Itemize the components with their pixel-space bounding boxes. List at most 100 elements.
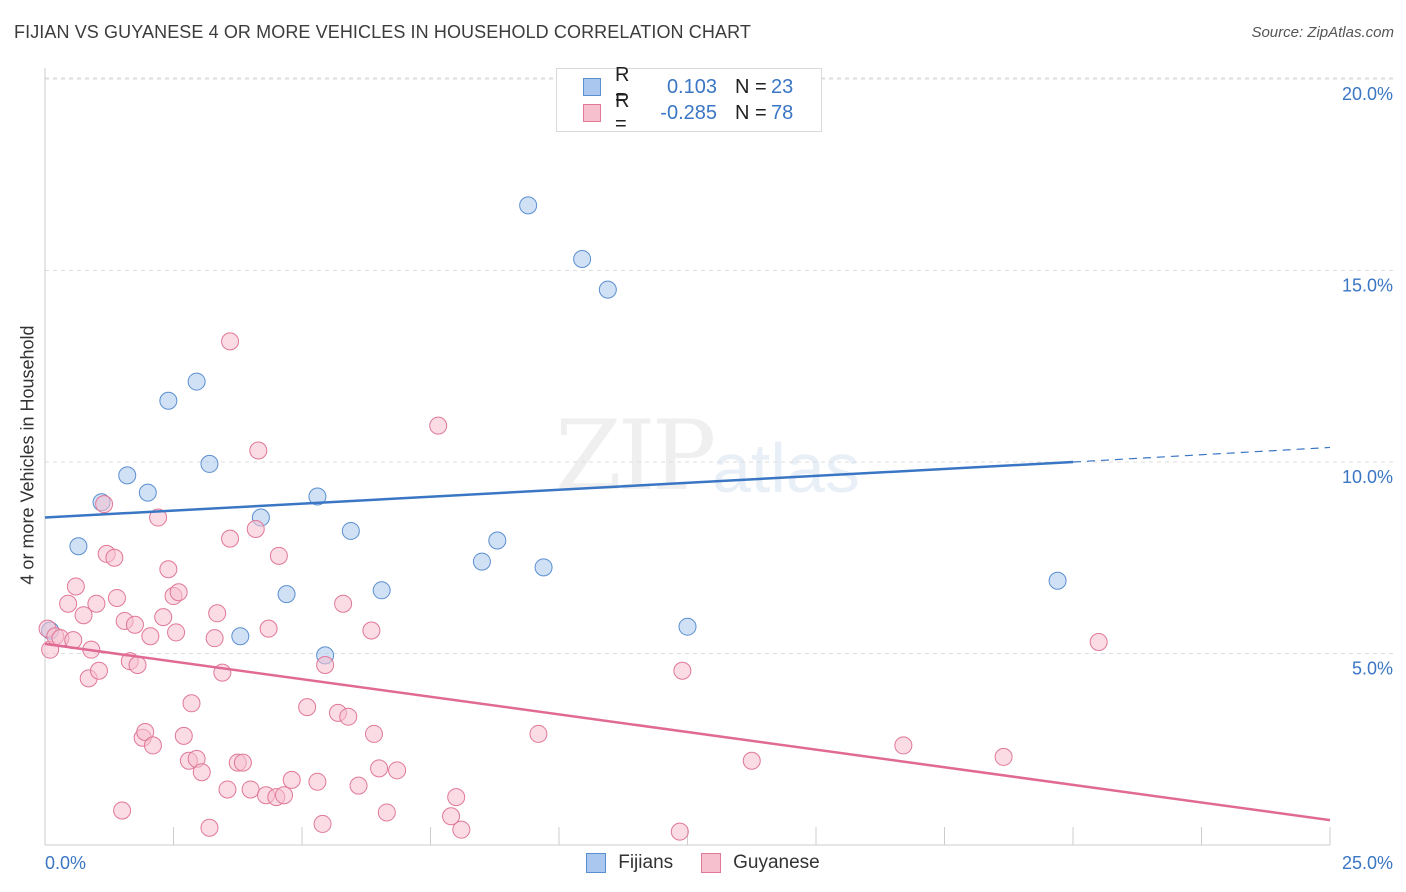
guyanese-point	[95, 495, 114, 514]
guyanese-point	[370, 759, 389, 778]
guyanese-point	[141, 627, 160, 646]
fijians-trend-line	[44, 460, 1074, 519]
guyanese-point	[221, 332, 240, 351]
chart-title: FIJIAN VS GUYANESE 4 OR MORE VEHICLES IN…	[14, 22, 751, 42]
fijians-point	[534, 558, 553, 577]
guyanese-point	[364, 724, 383, 743]
fijians-point	[678, 617, 697, 636]
legend-n-value: 23	[771, 75, 794, 98]
guyanese-point	[125, 615, 144, 634]
guyanese-point	[169, 583, 188, 602]
guyanese-point	[742, 751, 761, 770]
legend-swatch-guyanese	[583, 104, 601, 122]
fijians-point	[573, 250, 592, 269]
series-legend-guyanese[interactable]: Guyanese	[701, 852, 820, 874]
fijians-point	[488, 531, 507, 550]
series-label-fijians: Fijians	[618, 852, 674, 873]
guyanese-point	[670, 822, 689, 841]
guyanese-point	[128, 655, 147, 674]
source-label: Source: ZipAtlas.com	[1251, 24, 1394, 41]
guyanese-point	[200, 818, 219, 837]
guyanese-point	[269, 546, 288, 565]
fijians-point	[372, 581, 391, 600]
guyanese-point	[673, 661, 692, 680]
watermark-zip: ZIP	[555, 400, 716, 512]
guyanese-point	[74, 606, 93, 625]
guyanese-point	[334, 594, 353, 613]
y-tick-label: 15.0%	[1342, 276, 1393, 296]
fijians-point	[1048, 571, 1067, 590]
guyanese-point	[377, 803, 396, 822]
fijians-point	[187, 372, 206, 391]
guyanese-point	[447, 788, 466, 807]
guyanese-point	[298, 698, 317, 717]
guyanese-point	[59, 594, 78, 613]
guyanese-point	[313, 814, 332, 833]
y-tick-label: 20.0%	[1342, 84, 1393, 104]
guyanese-point	[894, 736, 913, 755]
fijians-point	[138, 483, 157, 502]
guyanese-point	[159, 560, 178, 579]
fijians-point	[200, 454, 219, 473]
legend-row-guyanese: R = -0.285 N = 78	[583, 90, 794, 135]
y-axis-label: 4 or more Vehicles in Household	[17, 325, 38, 585]
guyanese-point	[259, 619, 278, 638]
guyanese-point	[89, 661, 108, 680]
guyanese-point	[113, 801, 132, 820]
guyanese-point	[1089, 633, 1108, 652]
guyanese-point	[339, 707, 358, 726]
fijians-point	[159, 391, 178, 410]
legend-r-value: 0.103	[666, 75, 717, 98]
guyanese-point	[308, 772, 327, 791]
legend-n-label: N =	[735, 75, 767, 98]
guyanese-point	[218, 780, 237, 799]
guyanese-point	[182, 694, 201, 713]
fijians-point	[308, 487, 327, 506]
legend-n-value: 78	[771, 101, 794, 124]
guyanese-point	[362, 621, 381, 640]
guyanese-point	[282, 770, 301, 789]
y-tick-label: 10.0%	[1342, 467, 1393, 487]
guyanese-point	[154, 608, 173, 627]
fijians-point	[472, 552, 491, 571]
fijians-point	[598, 280, 617, 299]
y-tick-label: 5.0%	[1352, 659, 1393, 679]
fijians-point	[277, 585, 296, 604]
guyanese-point	[388, 761, 407, 780]
guyanese-point	[66, 577, 85, 596]
guyanese-point	[107, 588, 126, 607]
guyanese-point	[429, 416, 448, 435]
series-swatch-guyanese	[701, 853, 722, 873]
guyanese-point	[167, 623, 186, 642]
correlation-legend: R = 0.103 N = 23 R = -0.285 N = 78	[556, 64, 822, 135]
guyanese-point	[221, 529, 240, 548]
guyanese-point	[246, 520, 265, 539]
legend-r-value: -0.285	[660, 101, 717, 124]
guyanese-point	[136, 723, 155, 742]
guyanese-point	[241, 780, 260, 799]
guyanese-point	[233, 753, 252, 772]
fijians-point	[519, 196, 538, 215]
guyanese-point	[994, 747, 1013, 766]
legend-swatch-fijians	[583, 78, 601, 96]
watermark-atlas: atlas	[712, 429, 860, 507]
guyanese-trend-line	[44, 642, 1331, 822]
guyanese-point	[249, 441, 268, 460]
guyanese-point	[149, 508, 168, 527]
x-tick-label-max: 25.0%	[1342, 853, 1393, 873]
guyanese-point	[105, 548, 124, 567]
series-legend-fijians[interactable]: Fijians	[586, 852, 673, 874]
fijians-point	[231, 627, 250, 646]
guyanese-point	[143, 736, 162, 755]
legend-r-label: R =	[615, 64, 630, 109]
series-legend: Fijians Guyanese	[0, 852, 1406, 874]
guyanese-point	[87, 594, 106, 613]
fijians-trend-extension	[1072, 446, 1331, 463]
guyanese-point	[316, 655, 335, 674]
guyanese-point	[452, 820, 471, 839]
x-tick-label-min: 0.0%	[45, 853, 86, 873]
guyanese-point	[275, 786, 294, 805]
legend-r-label: R =	[615, 90, 630, 135]
fijians-point	[341, 521, 360, 540]
fijians-point	[69, 537, 88, 556]
